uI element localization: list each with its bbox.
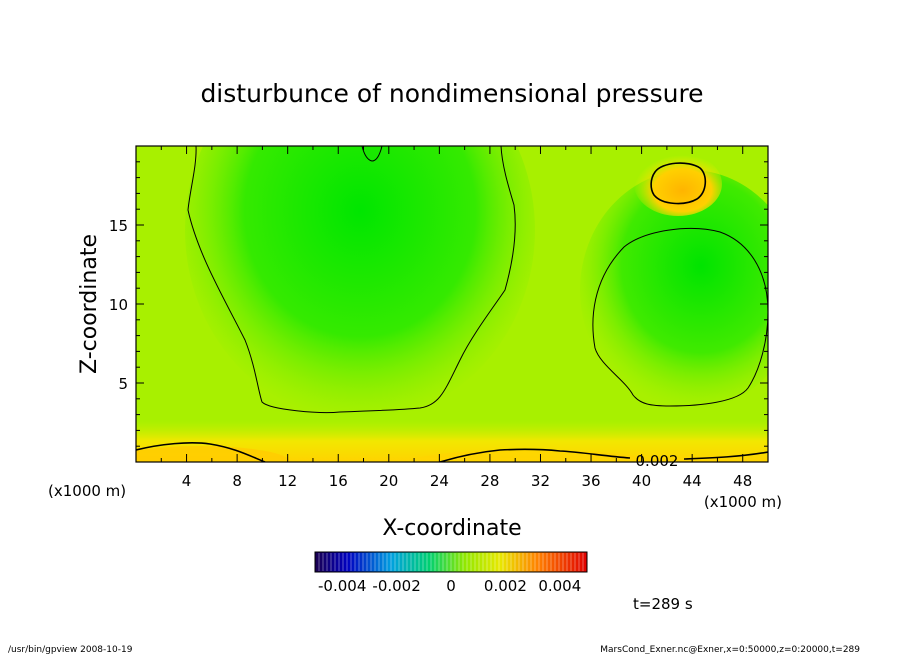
green-column-fill: [185, 146, 535, 420]
contour-green-cell: [592, 228, 768, 407]
x-tick-label: 12: [278, 472, 297, 490]
x-unit-label-left: (x1000 m): [48, 482, 126, 500]
colorbar: [314, 551, 588, 573]
x-tick-label: 48: [733, 472, 752, 490]
time-label: t=289 s: [633, 595, 693, 613]
surface-warm-left: [136, 446, 290, 462]
contour-surface-right: [439, 448, 631, 462]
x-tick-label: 4: [182, 472, 192, 490]
y-axis-tick-labels: 5 10 15: [109, 217, 128, 393]
x-unit-label-right: (x1000 m): [704, 493, 782, 511]
contour-top-notch: [361, 146, 383, 162]
footer-left: /usr/bin/gpview 2008-10-19: [8, 645, 133, 654]
x-tick-label: 24: [430, 472, 449, 490]
x-tick-label: 16: [329, 472, 348, 490]
colorbar-tick-label: -0.002: [372, 577, 420, 595]
colorbar-tick-label: 0.004: [538, 577, 581, 595]
contour-surface-left: [136, 442, 266, 462]
contour-label: 0.002: [636, 452, 679, 470]
x-tick-label: 20: [379, 472, 398, 490]
x-tick-label: 44: [683, 472, 702, 490]
contour-green-column: [187, 146, 516, 413]
field-fill: [136, 146, 768, 462]
x-tick-label: 40: [632, 472, 651, 490]
y-axis-title: Z-coordinate: [77, 234, 102, 374]
x-tick-label: 32: [531, 472, 550, 490]
colorbar-tick-labels: -0.004 -0.002 0 0.002 0.004: [318, 577, 581, 595]
y-axis-ticks: [136, 161, 768, 447]
x-tick-label: 28: [480, 472, 499, 490]
green-cell-fill: [580, 170, 768, 410]
contour-orange-cell: [650, 162, 707, 205]
x-tick-label: 36: [581, 472, 600, 490]
orange-cell-fill: [634, 152, 722, 216]
colorbar-tick-label: 0: [446, 577, 456, 595]
y-tick-label: 15: [109, 217, 128, 235]
x-axis-ticks: [160, 146, 744, 462]
y-tick-label: 5: [118, 375, 128, 393]
chart-title: disturbunce of nondimensional pressure: [200, 79, 703, 108]
x-axis-title: X-coordinate: [382, 516, 521, 541]
x-axis-tick-labels: 4 8 12 16 20 24 28 32 36 40 44 48: [182, 472, 752, 490]
y-tick-label: 10: [109, 296, 128, 314]
x-tick-label: 8: [232, 472, 242, 490]
colorbar-stripes: [318, 553, 584, 571]
colorbar-tick-label: 0.002: [484, 577, 527, 595]
footer-right: MarsCond_Exner.nc@Exner,x=0:50000,z=0:20…: [600, 645, 860, 654]
colorbar-tick-label: -0.004: [318, 577, 366, 595]
